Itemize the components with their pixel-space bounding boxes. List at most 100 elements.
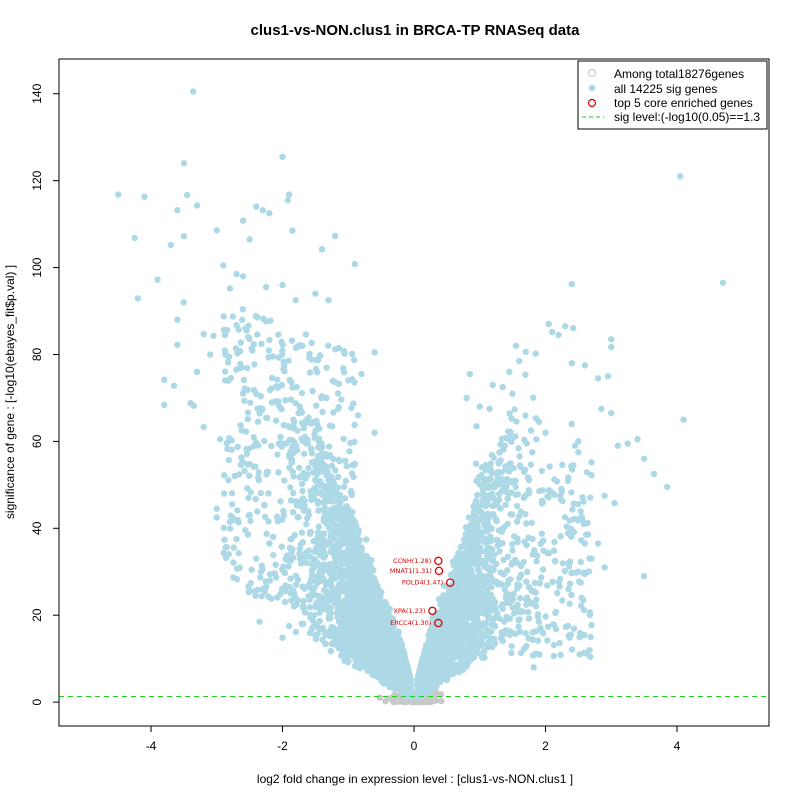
sig-point: [511, 610, 518, 617]
sig-point: [501, 618, 508, 625]
points-layer: [114, 88, 727, 706]
sig-point: [335, 634, 342, 642]
sig-point: [311, 431, 318, 438]
sig-point: [496, 449, 503, 456]
sig-point: [506, 410, 513, 417]
sig-point: [523, 440, 530, 447]
sig-point: [371, 577, 379, 585]
sig-point: [504, 520, 511, 528]
sig-point: [296, 464, 303, 471]
sig-point: [306, 529, 314, 536]
sig-point: [352, 603, 360, 611]
sig-point: [473, 491, 481, 499]
sig-point: [492, 613, 500, 620]
sig-point: [316, 617, 323, 625]
sig-point: [300, 597, 307, 605]
sig-point: [357, 617, 364, 625]
sig-point: [273, 376, 281, 383]
sig-point: [275, 331, 282, 338]
sig-point: [310, 572, 317, 580]
sig-point: [529, 394, 537, 401]
sig-point: [483, 539, 490, 547]
sig-point: [302, 559, 310, 567]
sig-point: [493, 517, 500, 525]
sig-point: [308, 567, 315, 574]
sig-point: [341, 495, 349, 502]
sig-point: [285, 357, 292, 364]
sig-point: [515, 623, 522, 630]
sig-point: [513, 418, 520, 425]
sig-point: [483, 589, 490, 596]
sig-point: [487, 533, 494, 540]
sig-point: [312, 635, 320, 643]
sig-point: [478, 509, 485, 516]
sig-point: [508, 438, 515, 445]
sig-point: [366, 565, 373, 573]
sig-point: [482, 548, 489, 555]
sig-point: [305, 464, 312, 472]
sig-point: [292, 628, 299, 636]
sig-point: [287, 396, 295, 403]
sig-point: [488, 525, 495, 532]
sig-point: [367, 570, 374, 578]
sig-point: [516, 453, 523, 460]
sig-point: [509, 540, 516, 548]
sig-point: [568, 591, 575, 599]
chart-title: clus1-vs-NON.clus1 in BRCA-TP RNASeq dat…: [251, 22, 581, 39]
sig-point: [327, 582, 335, 589]
sig-point: [522, 412, 529, 419]
sig-point: [498, 602, 506, 610]
sig-point: [257, 574, 264, 581]
sig-point: [298, 480, 306, 488]
sig-point: [295, 513, 302, 521]
sig-point: [319, 636, 326, 643]
sig-point: [339, 588, 346, 595]
sig-point: [334, 528, 341, 535]
sig-point: [309, 617, 316, 624]
sig-point: [345, 657, 352, 665]
sig-point: [180, 299, 187, 306]
sig-point: [501, 442, 508, 449]
sig-point: [356, 536, 364, 544]
sig-point: [308, 625, 316, 633]
sig-point: [277, 498, 284, 505]
nonsig-point: [376, 694, 383, 701]
sig-point: [296, 545, 303, 553]
sig-point: [328, 462, 336, 469]
sig-point: [395, 628, 402, 635]
sig-point: [472, 560, 479, 567]
sig-point: [319, 451, 326, 459]
sig-point: [291, 418, 298, 426]
sig-point: [287, 484, 294, 491]
sig-point: [476, 544, 484, 552]
sig-point: [325, 613, 333, 620]
sig-point: [300, 620, 307, 628]
sig-point: [503, 567, 511, 574]
sig-point: [324, 606, 331, 613]
nonsig-point: [432, 688, 440, 696]
sig-point: [490, 454, 497, 461]
sig-point: [360, 660, 367, 668]
sig-point: [341, 653, 349, 660]
sig-point: [516, 594, 524, 602]
sig-point: [499, 540, 506, 547]
sig-point: [287, 497, 295, 504]
nonsig-point: [384, 695, 392, 702]
sig-point: [363, 536, 370, 543]
nonsig-point: [395, 697, 403, 704]
sig-point: [502, 501, 509, 509]
sig-point: [327, 647, 335, 655]
sig-point: [511, 406, 518, 413]
sig-point: [341, 647, 348, 655]
sig-point: [265, 518, 272, 525]
sig-point: [316, 609, 323, 616]
sig-point: [494, 542, 502, 549]
nonsig-point: [438, 697, 445, 705]
sig-point: [355, 527, 362, 534]
sig-point: [364, 667, 371, 675]
sig-point: [290, 489, 297, 497]
sig-point: [467, 611, 474, 619]
sig-point: [508, 415, 515, 422]
sig-point: [533, 436, 540, 443]
